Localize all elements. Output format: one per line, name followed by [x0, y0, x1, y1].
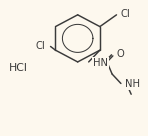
Text: HN: HN	[93, 58, 108, 68]
Text: O: O	[116, 49, 124, 59]
Text: NH: NH	[125, 79, 140, 89]
Text: Cl: Cl	[121, 9, 130, 19]
Text: HCl: HCl	[9, 63, 28, 73]
Text: Cl: Cl	[36, 41, 45, 51]
